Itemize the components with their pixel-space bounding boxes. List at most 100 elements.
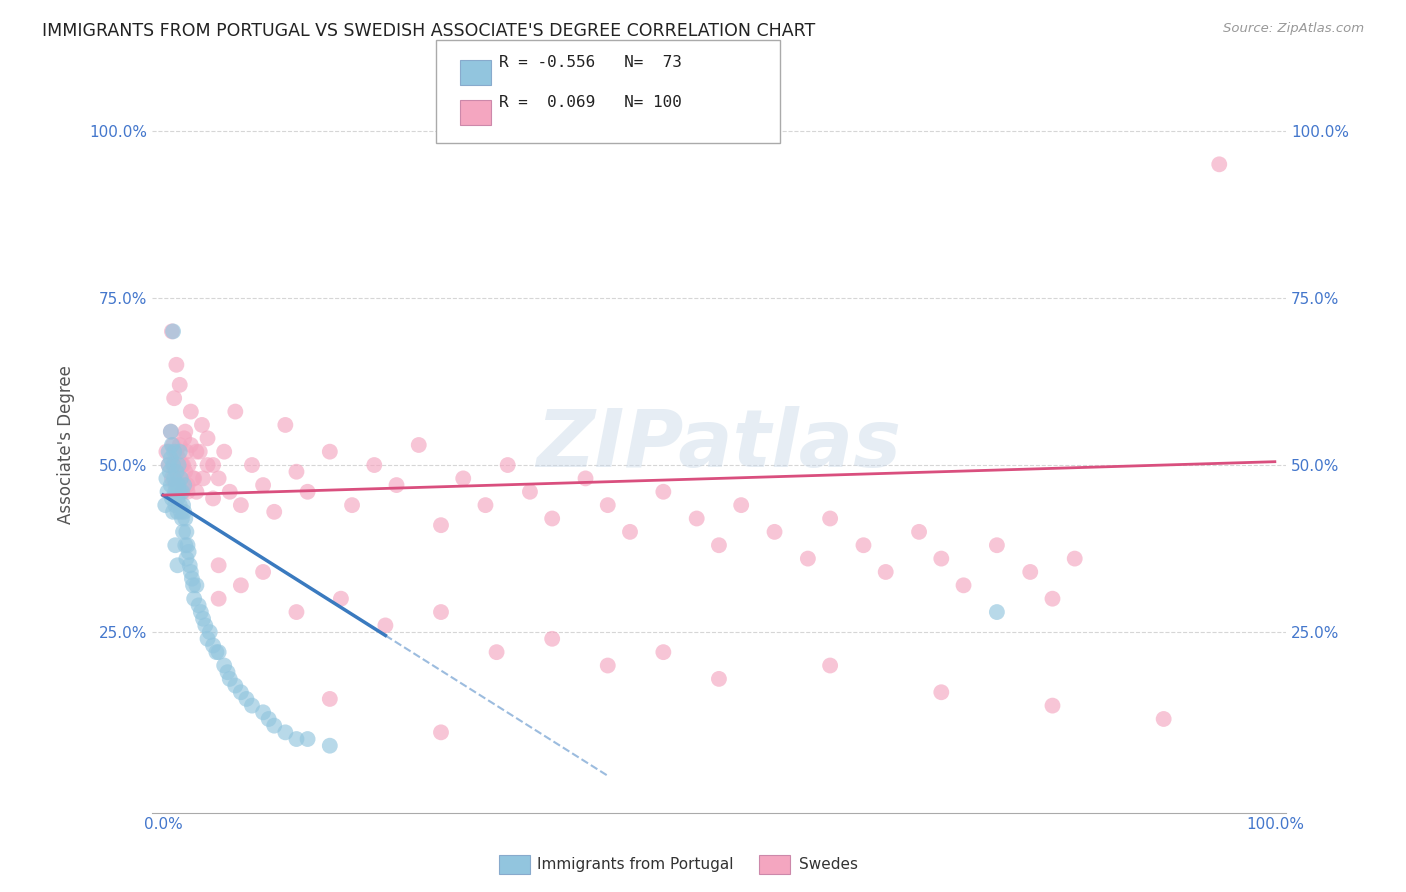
Point bbox=[229, 578, 252, 592]
Point bbox=[160, 491, 183, 506]
Point bbox=[197, 458, 219, 472]
Point bbox=[852, 538, 875, 552]
Point bbox=[170, 505, 193, 519]
Point bbox=[485, 645, 508, 659]
Point bbox=[166, 491, 188, 506]
Point bbox=[285, 605, 308, 619]
Point bbox=[174, 425, 197, 439]
Point bbox=[170, 511, 193, 525]
Point bbox=[408, 438, 430, 452]
Point bbox=[763, 524, 786, 539]
Point bbox=[186, 578, 208, 592]
Point bbox=[170, 471, 193, 485]
Point bbox=[451, 471, 474, 485]
Point bbox=[160, 325, 183, 339]
Point bbox=[176, 538, 198, 552]
Point bbox=[224, 404, 246, 418]
Text: Swedes: Swedes bbox=[799, 857, 858, 871]
Point bbox=[165, 538, 187, 552]
Point bbox=[252, 706, 274, 720]
Point bbox=[319, 692, 342, 706]
Point bbox=[240, 458, 263, 472]
Point bbox=[180, 404, 202, 418]
Point bbox=[212, 658, 235, 673]
Point bbox=[257, 712, 280, 726]
Point bbox=[541, 632, 564, 646]
Point bbox=[191, 471, 214, 485]
Point bbox=[155, 444, 177, 458]
Point bbox=[160, 438, 183, 452]
Point bbox=[169, 438, 191, 452]
Point bbox=[165, 465, 187, 479]
Point bbox=[176, 478, 198, 492]
Point bbox=[160, 425, 183, 439]
Point bbox=[174, 465, 197, 479]
Point bbox=[274, 725, 297, 739]
Point bbox=[160, 478, 183, 492]
Point bbox=[170, 458, 193, 472]
Point bbox=[297, 484, 319, 499]
Point bbox=[274, 417, 297, 432]
Point bbox=[208, 591, 231, 606]
Point bbox=[430, 605, 453, 619]
Point bbox=[596, 498, 619, 512]
Point bbox=[797, 551, 820, 566]
Point bbox=[159, 465, 181, 479]
Point bbox=[1063, 551, 1085, 566]
Point bbox=[183, 471, 205, 485]
Point bbox=[181, 578, 204, 592]
Point bbox=[197, 632, 219, 646]
Point bbox=[162, 505, 184, 519]
Point bbox=[818, 511, 841, 525]
Point bbox=[186, 484, 208, 499]
Point bbox=[1153, 712, 1175, 726]
Point bbox=[496, 458, 519, 472]
Point bbox=[263, 719, 285, 733]
Point bbox=[156, 484, 179, 499]
Point bbox=[157, 458, 180, 472]
Point bbox=[707, 672, 730, 686]
Point bbox=[619, 524, 641, 539]
Point bbox=[198, 625, 221, 640]
Point bbox=[165, 498, 187, 512]
Point bbox=[652, 645, 675, 659]
Text: ZIPatlas: ZIPatlas bbox=[537, 406, 901, 484]
Point bbox=[167, 458, 190, 472]
Text: R =  0.069   N= 100: R = 0.069 N= 100 bbox=[499, 95, 682, 111]
Point bbox=[240, 698, 263, 713]
Point bbox=[430, 725, 453, 739]
Point bbox=[160, 471, 183, 485]
Point bbox=[707, 538, 730, 552]
Point bbox=[519, 484, 541, 499]
Point bbox=[169, 377, 191, 392]
Point bbox=[208, 471, 231, 485]
Point bbox=[319, 444, 342, 458]
Point bbox=[374, 618, 396, 632]
Point bbox=[191, 612, 214, 626]
Point bbox=[163, 458, 186, 472]
Point bbox=[430, 518, 453, 533]
Point bbox=[169, 444, 191, 458]
Point bbox=[194, 618, 217, 632]
Point bbox=[162, 438, 184, 452]
Point bbox=[205, 645, 228, 659]
Point bbox=[229, 498, 252, 512]
Point bbox=[217, 665, 239, 680]
Point bbox=[181, 572, 204, 586]
Point bbox=[155, 471, 177, 485]
Point bbox=[165, 444, 187, 458]
Point bbox=[176, 444, 198, 458]
Point bbox=[160, 451, 183, 466]
Text: Source: ZipAtlas.com: Source: ZipAtlas.com bbox=[1223, 22, 1364, 36]
Point bbox=[986, 605, 1008, 619]
Point bbox=[474, 498, 496, 512]
Point bbox=[263, 505, 285, 519]
Point bbox=[166, 558, 188, 573]
Point bbox=[173, 478, 195, 492]
Point bbox=[166, 505, 188, 519]
Point bbox=[875, 565, 897, 579]
Point bbox=[157, 444, 180, 458]
Point bbox=[285, 465, 308, 479]
Point bbox=[340, 498, 363, 512]
Point bbox=[235, 692, 257, 706]
